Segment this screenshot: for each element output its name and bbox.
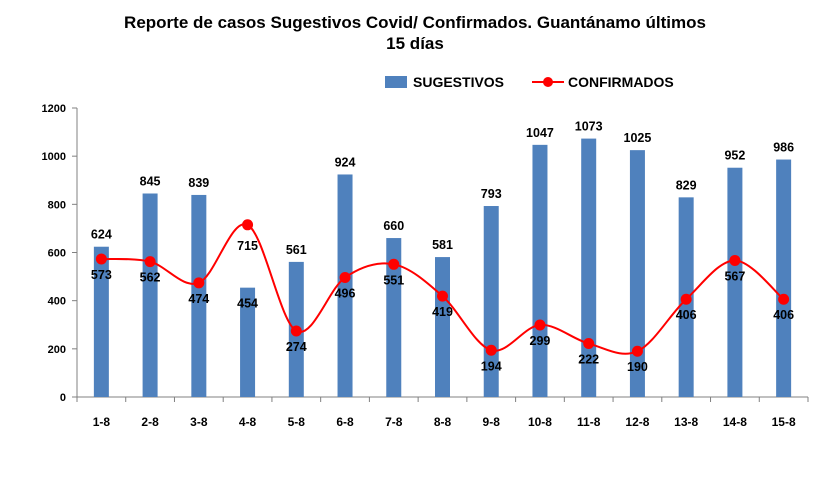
bar-data-label: 660: [383, 219, 404, 233]
x-tick-label: 8-8: [434, 415, 452, 429]
bar-data-label: 793: [481, 187, 502, 201]
legend-line-label: CONFIRMADOS: [568, 74, 674, 90]
line-data-label: 194: [481, 359, 502, 373]
legend-bar-label: SUGESTIVOS: [413, 74, 504, 90]
bar-data-label: 581: [432, 238, 453, 252]
line-marker: [583, 338, 595, 350]
y-tick-label: 0: [60, 392, 66, 404]
bar: [337, 174, 353, 397]
x-tick-label: 10-8: [528, 415, 552, 429]
x-tick-label: 5-8: [288, 415, 306, 429]
x-tick-label: 6-8: [336, 415, 354, 429]
line-marker: [631, 345, 643, 357]
bar-data-label: 624: [91, 228, 112, 242]
bar: [142, 193, 158, 397]
line-marker: [388, 258, 400, 270]
bar-data-label: 829: [676, 178, 697, 192]
x-tick-label: 14-8: [723, 415, 747, 429]
legend-bar-swatch: [385, 76, 407, 88]
x-tick-label: 1-8: [93, 415, 111, 429]
legend: SUGESTIVOS CONFIRMADOS: [385, 74, 674, 90]
line-data-label: 274: [286, 340, 307, 354]
bar-data-label: 454: [237, 297, 258, 311]
line-marker: [437, 290, 448, 302]
line-marker: [729, 254, 741, 266]
x-tick-label: 2-8: [141, 415, 159, 429]
bar: [532, 144, 548, 397]
line-data-label: 567: [724, 269, 745, 283]
line-data-label: 715: [237, 239, 258, 253]
bar-data-label: 845: [140, 174, 161, 188]
y-tick-label: 800: [48, 199, 66, 211]
line-data-label: 299: [530, 334, 551, 348]
x-tick-label: 3-8: [190, 415, 208, 429]
line-marker: [534, 319, 546, 331]
x-axis: 1-8 2-8 3-8 4-8 5-8 6-8 7-8 8-8 9-8 10-8 11-8 12-8 1…: [76, 396, 809, 429]
line-marker: [680, 293, 692, 305]
bar-data-label: 924: [335, 155, 356, 169]
bar-data-label: 1073: [575, 120, 603, 134]
y-tick-label: 400: [48, 296, 66, 308]
line-series: [95, 219, 790, 357]
bar: [581, 138, 597, 398]
bar-data-label: 839: [188, 176, 209, 190]
x-tick-label: 12-8: [625, 415, 649, 429]
bar-data-label: 986: [773, 141, 794, 155]
bar-data-label: 561: [286, 243, 307, 257]
x-tick-label: 9-8: [483, 415, 501, 429]
x-tick-label: 7-8: [385, 415, 403, 429]
y-tick-label: 200: [48, 344, 66, 356]
line-marker: [144, 256, 156, 268]
line-data-label: 496: [335, 287, 356, 301]
line-data-label: 406: [676, 308, 697, 322]
bar-data-label: 1047: [526, 126, 554, 140]
y-tick-label: 600: [48, 248, 66, 260]
line-data-label: 562: [140, 271, 161, 285]
line-marker: [778, 293, 790, 305]
y-axis: 0 200 400 600 800 1000 1200: [42, 103, 78, 404]
line-marker: [485, 344, 497, 356]
bar: [240, 287, 256, 397]
line-data-label: 222: [578, 353, 599, 367]
bar-data-label: 1025: [624, 131, 652, 145]
bar: [435, 257, 450, 397]
line-marker: [242, 219, 254, 231]
line-data-label: 190: [627, 360, 648, 374]
data-labels: 624 845 839 454 561 924 660 581 793 1047 1073 1025 8…: [91, 120, 794, 375]
chart-title-line1: Reporte de casos Sugestivos Covid/ Confi…: [124, 13, 706, 32]
line-marker: [95, 253, 107, 265]
line-data-label: 406: [773, 308, 794, 322]
legend-line-marker: [543, 77, 553, 87]
x-tick-label: 11-8: [577, 415, 601, 429]
line-marker: [339, 272, 351, 284]
x-tick-label: 15-8: [772, 415, 796, 429]
bar-data-label: 952: [724, 149, 745, 163]
bar: [93, 246, 109, 397]
x-tick-label: 13-8: [674, 415, 698, 429]
line-data-label: 551: [383, 273, 404, 287]
x-tick-label: 4-8: [239, 415, 257, 429]
line-marker: [193, 277, 205, 289]
line-data-label: 573: [91, 268, 112, 282]
y-tick-label: 1200: [42, 103, 66, 115]
line-data-label: 474: [188, 292, 209, 306]
y-tick-label: 1000: [42, 151, 66, 163]
line-data-label: 419: [432, 305, 453, 319]
bar: [629, 150, 645, 397]
line-marker: [290, 325, 302, 337]
bar: [776, 159, 792, 397]
bar: [727, 167, 743, 397]
bar: [191, 194, 207, 397]
bar: [386, 238, 402, 397]
chart-title-line2: 15 días: [386, 34, 444, 53]
